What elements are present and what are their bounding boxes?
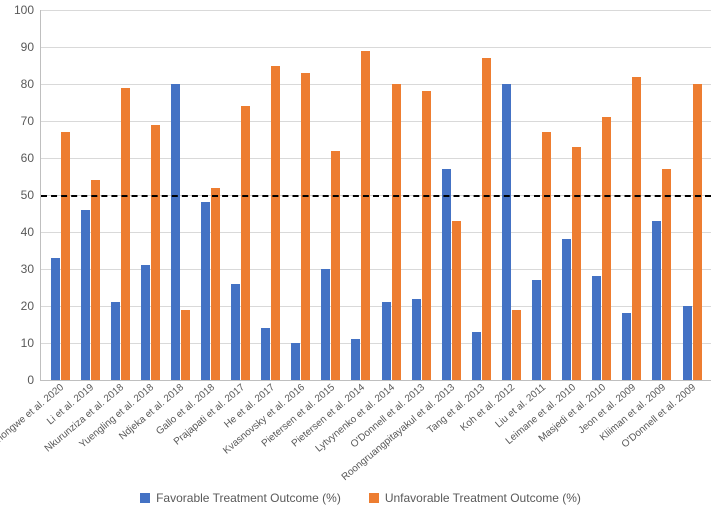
y-tick-label: 80: [0, 77, 34, 91]
bar-favorable: [231, 284, 240, 380]
bar-group: [527, 132, 557, 380]
y-tick-label: 100: [0, 3, 34, 17]
bar-favorable: [562, 239, 571, 380]
legend-item-favorable: Favorable Treatment Outcome (%): [140, 491, 341, 505]
bar-unfavorable: [91, 180, 100, 380]
bar-group: [45, 132, 75, 380]
bar-unfavorable: [542, 132, 551, 380]
bar-favorable: [351, 339, 360, 380]
bar-group: [406, 91, 436, 380]
bar-unfavorable: [512, 310, 521, 380]
bar-unfavorable: [211, 188, 220, 380]
bar-unfavorable: [482, 58, 491, 380]
bar-unfavorable: [693, 84, 702, 380]
y-tick-label: 10: [0, 336, 34, 350]
bar-group: [316, 151, 346, 380]
bar-group: [75, 180, 105, 380]
bar-group: [677, 84, 707, 380]
bar-favorable: [502, 84, 511, 380]
y-tick-label: 90: [0, 40, 34, 54]
bar-unfavorable: [61, 132, 70, 380]
bar-unfavorable: [121, 88, 130, 380]
y-tick-label: 0: [0, 373, 34, 387]
bar-favorable: [291, 343, 300, 380]
bar-unfavorable: [422, 91, 431, 380]
legend-label-favorable: Favorable Treatment Outcome (%): [156, 491, 341, 505]
bar-unfavorable: [632, 77, 641, 380]
bar-group: [195, 188, 225, 380]
x-label-slot: O'Donnell et al. 2009: [676, 382, 706, 482]
bar-favorable: [652, 221, 661, 380]
legend-item-unfavorable: Unfavorable Treatment Outcome (%): [369, 491, 581, 505]
bar-favorable: [622, 313, 631, 380]
bar-favorable: [532, 280, 541, 380]
x-axis-labels: Kashongwe et al. 2020Li et al. 2019Nkuru…: [40, 382, 710, 482]
bar-favorable: [51, 258, 60, 380]
bar-group: [165, 84, 195, 380]
reference-line: [41, 195, 711, 197]
swatch-favorable-icon: [140, 493, 150, 503]
bar-group: [135, 125, 165, 380]
bar-group: [226, 106, 256, 380]
bar-favorable: [111, 302, 120, 380]
bar-favorable: [261, 328, 270, 380]
bar-unfavorable: [662, 169, 671, 380]
bar-favorable: [382, 302, 391, 380]
legend-label-unfavorable: Unfavorable Treatment Outcome (%): [385, 491, 581, 505]
bar-favorable: [141, 265, 150, 380]
bar-favorable: [412, 299, 421, 380]
bar-favorable: [321, 269, 330, 380]
bar-group: [256, 66, 286, 381]
bar-favorable: [592, 276, 601, 380]
bar-unfavorable: [572, 147, 581, 380]
y-tick-label: 20: [0, 299, 34, 313]
bar-unfavorable: [181, 310, 190, 380]
legend: Favorable Treatment Outcome (%) Unfavora…: [0, 491, 721, 505]
y-tick-label: 70: [0, 114, 34, 128]
y-tick-label: 60: [0, 151, 34, 165]
bar-unfavorable: [392, 84, 401, 380]
bar-group: [346, 51, 376, 380]
bar-group: [105, 88, 135, 380]
bar-unfavorable: [301, 73, 310, 380]
bar-group: [436, 169, 466, 380]
bar-favorable: [201, 202, 210, 380]
bar-favorable: [171, 84, 180, 380]
bar-group: [587, 117, 617, 380]
bar-group: [376, 84, 406, 380]
bar-unfavorable: [361, 51, 370, 380]
bar-unfavorable: [151, 125, 160, 380]
bar-unfavorable: [271, 66, 280, 381]
bar-group: [617, 77, 647, 380]
bar-group: [466, 58, 496, 380]
bar-group: [647, 169, 677, 380]
bar-unfavorable: [331, 151, 340, 380]
bar-group: [286, 73, 316, 380]
y-tick-label: 30: [0, 262, 34, 276]
bar-group: [496, 84, 526, 380]
chart-container: 0 10 20 30 40 50 60 70 80 90 100 Kashongwe et al. …: [0, 0, 721, 511]
plot-area: [40, 10, 711, 381]
bar-group: [557, 147, 587, 380]
bar-unfavorable: [602, 117, 611, 380]
bar-unfavorable: [241, 106, 250, 380]
bar-unfavorable: [452, 221, 461, 380]
bar-favorable: [472, 332, 481, 380]
bar-favorable: [442, 169, 451, 380]
bar-favorable: [683, 306, 692, 380]
bar-favorable: [81, 210, 90, 380]
swatch-unfavorable-icon: [369, 493, 379, 503]
y-tick-label: 50: [0, 188, 34, 202]
y-tick-label: 40: [0, 225, 34, 239]
